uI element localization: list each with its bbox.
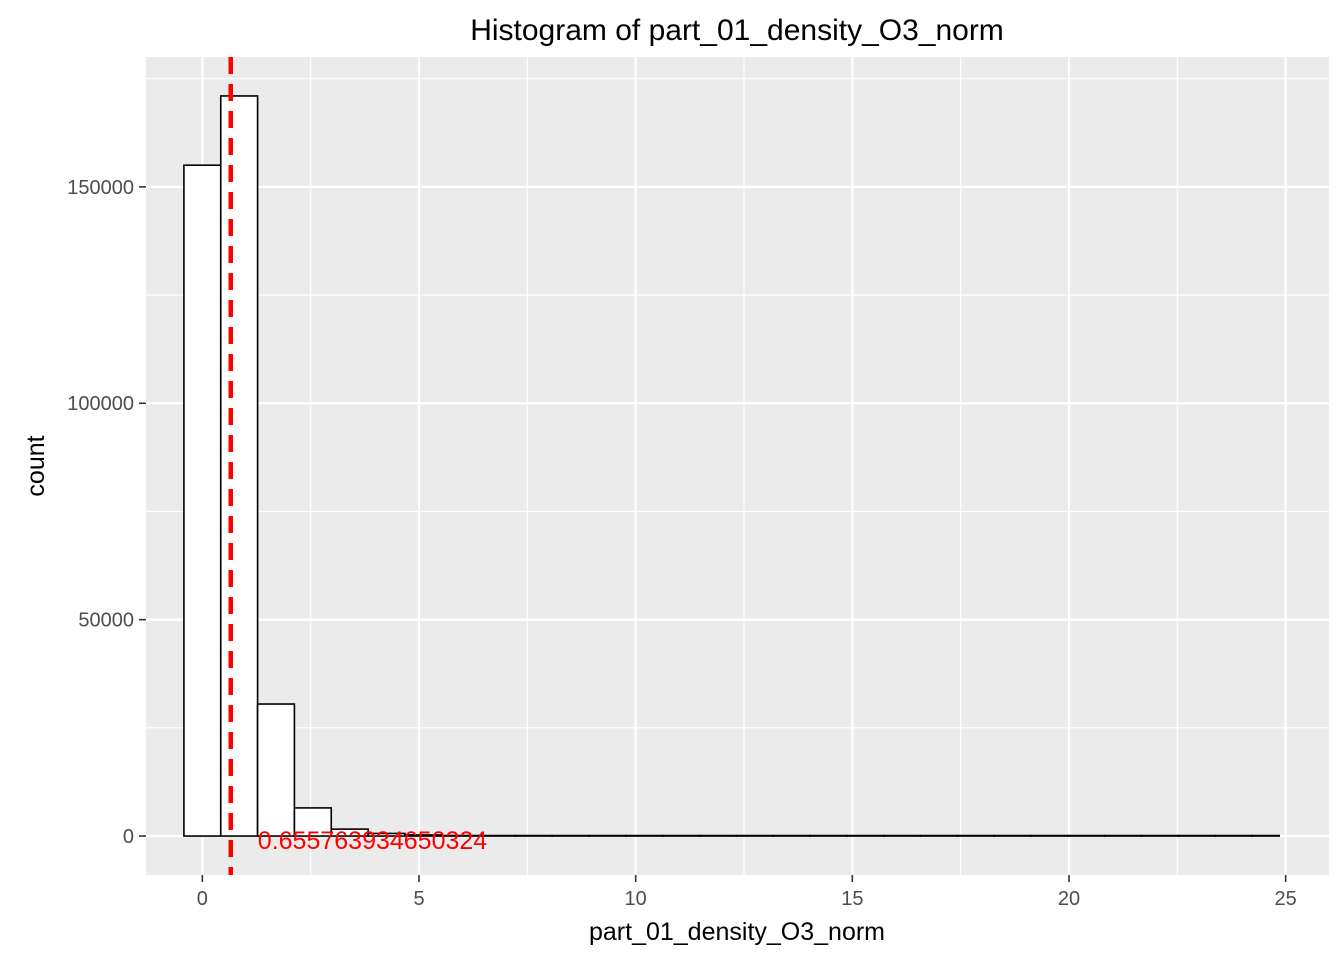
plot-panel	[146, 57, 1329, 875]
histogram-bar	[735, 834, 775, 837]
histogram-bar	[809, 834, 848, 837]
y-axis-title: count	[22, 435, 50, 496]
chart-title: Histogram of part_01_density_O3_norm	[470, 14, 1004, 47]
histogram-bar	[183, 164, 222, 837]
x-tick-label: 0	[197, 888, 208, 910]
x-axis: 0 5 10 15 20 25	[197, 875, 1297, 910]
histogram-bar	[514, 834, 554, 837]
x-tick-label: 25	[1275, 888, 1297, 910]
histogram-bar	[219, 95, 259, 837]
histogram-bar	[1103, 834, 1143, 837]
annotation-group: 0.655763934650324	[258, 827, 488, 855]
x-axis-title: part_01_density_O3_norm	[589, 918, 885, 946]
y-tick-label: 150000	[67, 177, 134, 199]
histogram-bar	[1177, 834, 1217, 837]
histogram-bar	[293, 807, 333, 837]
histogram-bar	[956, 834, 996, 837]
histogram-bar	[1140, 834, 1180, 837]
histogram-bar	[588, 834, 627, 837]
histogram-bar	[330, 828, 369, 837]
histogram-bar	[1030, 834, 1069, 837]
histogram-bar	[993, 834, 1032, 837]
histogram-bar	[882, 834, 922, 837]
histogram-bar	[772, 834, 811, 837]
x-tick-label: 5	[413, 888, 424, 910]
y-tick-label: 50000	[78, 610, 134, 632]
histogram-bar	[625, 834, 664, 837]
histogram-bar	[698, 834, 738, 837]
histogram-bars	[183, 95, 1280, 837]
y-tick-label: 100000	[67, 393, 134, 415]
histogram-bar	[846, 834, 885, 837]
y-tick-label: 0	[123, 826, 134, 848]
mean-value-label: 0.655763934650324	[258, 827, 488, 855]
histogram-bar	[1067, 834, 1106, 837]
x-tick-label: 15	[841, 888, 863, 910]
histogram-bar	[1251, 834, 1280, 837]
histogram-bar	[919, 834, 959, 837]
y-axis: 0 50000 100000 150000	[67, 177, 146, 848]
histogram-bar	[1214, 834, 1253, 837]
minor-gridlines	[146, 57, 1329, 875]
histogram-bar	[661, 834, 701, 837]
histogram-bar	[256, 703, 296, 837]
x-tick-label: 10	[625, 888, 647, 910]
x-tick-label: 20	[1058, 888, 1080, 910]
histogram-bar	[551, 834, 590, 837]
